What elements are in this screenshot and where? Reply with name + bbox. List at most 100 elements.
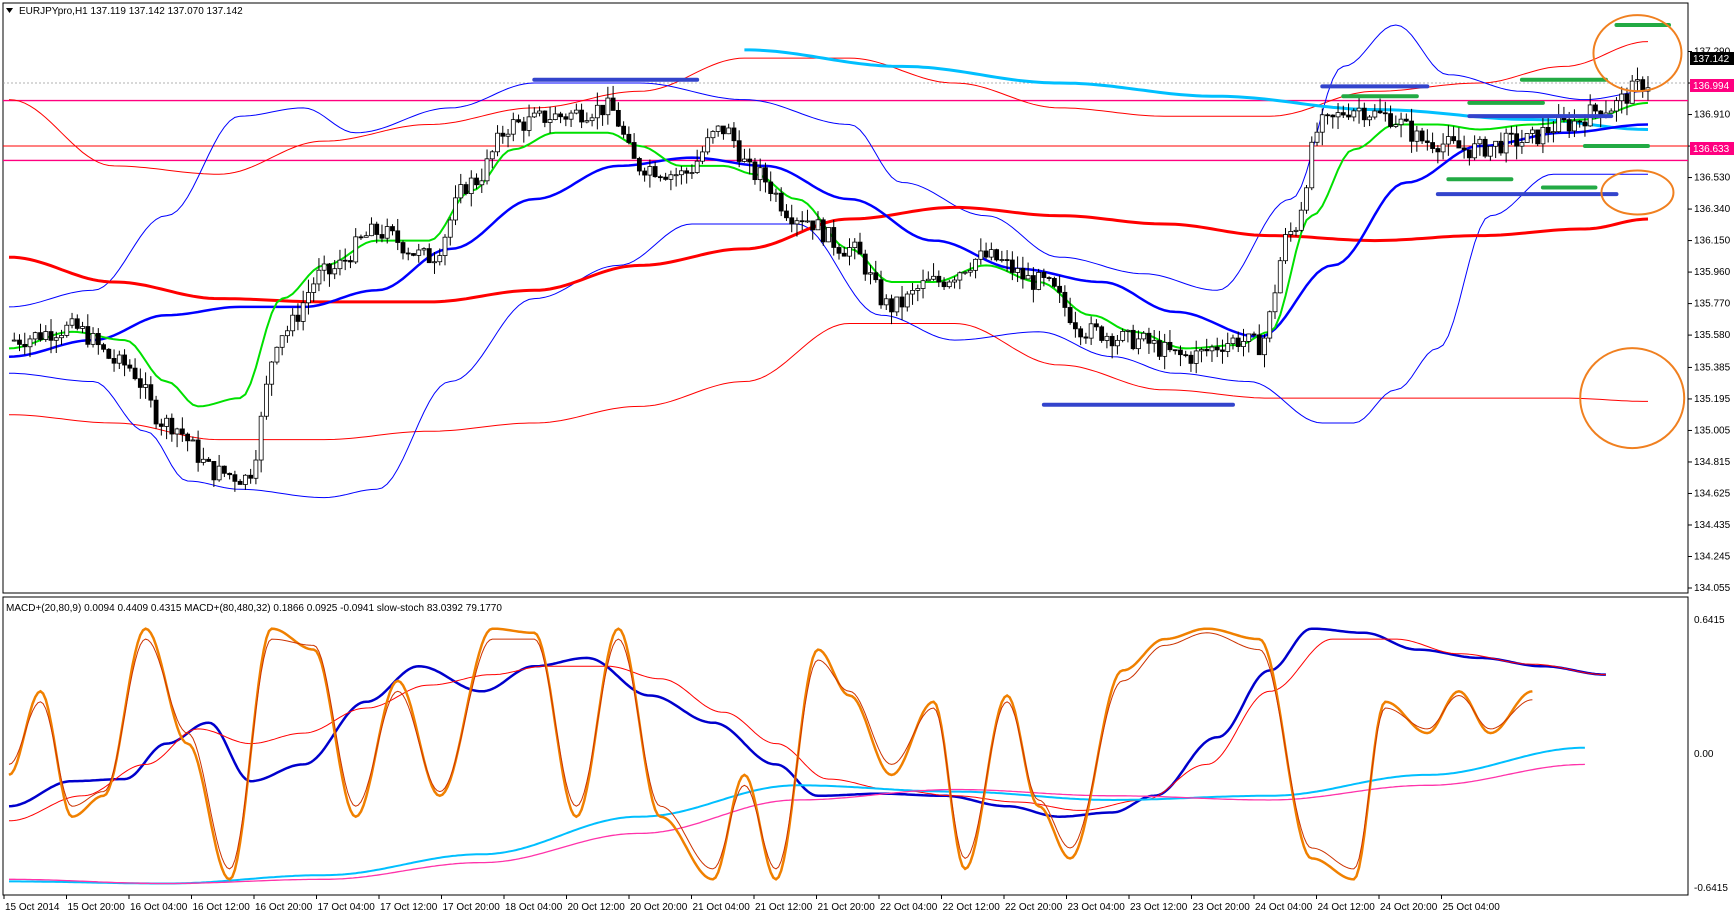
candle-body	[1251, 333, 1257, 336]
highlight-circle	[1579, 347, 1686, 450]
candle-body	[1172, 349, 1178, 352]
collapse-arrow-icon[interactable]	[6, 8, 13, 13]
candle-body	[610, 97, 616, 111]
candle-body	[1015, 268, 1020, 273]
candle-body	[742, 158, 747, 162]
candle-body	[1361, 107, 1367, 121]
candle-body	[694, 160, 700, 173]
candle-body	[227, 472, 233, 476]
candle-body	[584, 120, 590, 123]
candle-body	[484, 158, 490, 182]
candle-body	[1414, 130, 1420, 142]
candle-body	[831, 227, 837, 248]
candle-body	[1146, 332, 1152, 344]
candle-body	[747, 158, 753, 163]
candle-body	[1430, 142, 1435, 149]
lower-level-box	[1690, 142, 1734, 155]
candle-body	[1367, 116, 1372, 121]
candle-body	[132, 367, 138, 380]
candle-body	[295, 314, 301, 322]
candle-body	[894, 296, 900, 313]
candle-body	[1503, 132, 1509, 154]
candle-body	[59, 335, 64, 339]
price-axis-label: 135.195	[1694, 394, 1731, 405]
candle-body	[757, 167, 763, 181]
candle-body	[1246, 333, 1252, 342]
time-axis-label: 17 Oct 20:00	[443, 902, 501, 913]
candle-body	[216, 465, 222, 481]
candle-body	[1115, 339, 1120, 347]
candle-body	[1419, 130, 1425, 142]
candle-body	[22, 343, 28, 348]
candle-body	[1440, 143, 1446, 153]
time-axis-label: 16 Oct 20:00	[255, 902, 313, 913]
candle-body	[242, 474, 248, 485]
candle-body	[868, 272, 873, 275]
candle-body	[1335, 112, 1341, 118]
candle-body	[1293, 229, 1299, 232]
candle-body	[358, 236, 364, 239]
candle-body	[1193, 350, 1199, 364]
candle-body	[878, 279, 884, 306]
candle-body	[211, 461, 217, 481]
candle-body	[925, 278, 931, 282]
time-axis-label: 21 Oct 20:00	[818, 902, 876, 913]
candle-body	[258, 415, 264, 461]
candle-body	[363, 235, 369, 238]
candle-body	[836, 247, 842, 254]
candle-body	[500, 132, 506, 137]
candle-body	[1340, 112, 1346, 116]
price-axis-label: 136.530	[1694, 173, 1731, 184]
candle-body	[883, 298, 889, 306]
candle-body	[1388, 113, 1393, 127]
current-price-label: 137.142	[1693, 54, 1730, 65]
macd-slow-main-line	[9, 746, 1585, 885]
lower-level-label: 136.633	[1693, 144, 1730, 155]
candle-body	[1330, 114, 1336, 118]
candle-body	[1472, 143, 1478, 159]
candle-body	[773, 192, 779, 195]
candle-body	[552, 113, 558, 120]
time-axis-label: 23 Oct 12:00	[1130, 902, 1188, 913]
candle-body	[526, 116, 532, 131]
candle-body	[1314, 131, 1320, 143]
price-axis-label: 136.150	[1694, 236, 1731, 247]
candle-body	[153, 399, 159, 425]
candle-body	[994, 249, 999, 261]
candle-body	[395, 230, 401, 243]
candle-body	[673, 174, 679, 177]
candle-body	[1393, 124, 1399, 127]
candle-body	[1036, 272, 1042, 290]
candle-body	[179, 428, 185, 435]
stoch-main-line	[8, 627, 1533, 881]
candle-body	[558, 113, 563, 118]
candle-body	[432, 261, 437, 264]
candle-body	[705, 137, 711, 153]
candle-body	[1382, 112, 1388, 115]
candle-body	[1608, 110, 1614, 114]
candle-body	[1477, 138, 1483, 145]
candle-body	[847, 247, 852, 257]
candle-body	[1514, 133, 1520, 147]
time-axis-label: 16 Oct 04:00	[130, 902, 188, 913]
candle-body	[264, 383, 269, 417]
candle-body	[784, 210, 789, 219]
candle-body	[684, 170, 690, 174]
candle-body	[763, 167, 768, 183]
candle-body	[374, 223, 380, 235]
candle-body	[731, 127, 737, 142]
candle-body	[185, 433, 191, 442]
candle-body	[400, 242, 406, 254]
candle-body	[789, 217, 795, 225]
candle-body	[1088, 323, 1094, 339]
price-axis-label: 136.340	[1694, 204, 1731, 215]
candle-body	[1046, 277, 1052, 279]
candle-body	[636, 158, 642, 172]
candle-body	[910, 290, 915, 295]
candle-body	[1629, 80, 1635, 104]
time-axis-label: 22 Oct 04:00	[880, 902, 938, 913]
time-axis-label: 15 Oct 20:00	[68, 902, 126, 913]
candle-body	[1556, 116, 1562, 133]
candle-body	[1072, 322, 1078, 330]
